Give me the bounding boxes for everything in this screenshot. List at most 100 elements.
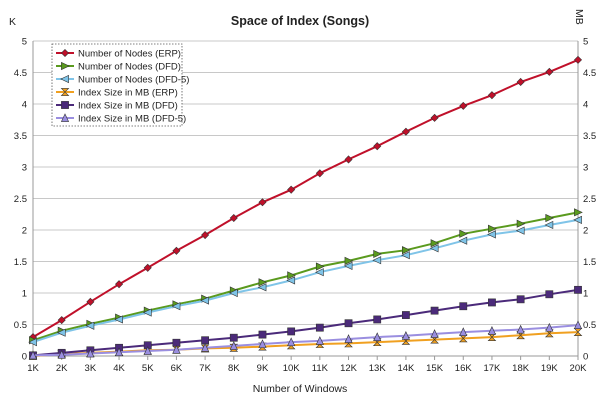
y-tick-label-right: 4 [583,100,588,111]
x-tick-label: 5K [142,363,154,374]
data-point [487,230,496,239]
data-point [257,283,267,292]
series-line [32,58,579,338]
data-point [258,339,267,348]
legend-label: Number of Nodes (DFD) [78,62,181,73]
data-point [545,67,554,76]
legend: Number of Nodes (ERP) Number of Nodes (DF… [51,43,189,127]
legend-marker [60,74,69,84]
data-point [545,322,554,332]
data-point [373,142,382,151]
data-point [343,261,353,270]
data-point [287,185,296,194]
data-point [114,315,123,324]
data-point [487,91,496,100]
y-tick-label-right: 1.5 [583,257,596,268]
data-point [545,290,554,299]
y-tick-label-left: 4.5 [14,68,27,79]
x-tick-label: 14K [397,363,415,374]
y-tick-label-left: 4 [22,100,27,111]
y-tick-label-right: 3.5 [583,131,596,142]
x-tick-label: 7K [199,363,211,374]
legend-label: Index Size in MB (ERP) [78,88,178,99]
data-point [201,336,210,345]
y-tick-label-right: 5 [583,37,588,48]
data-point [459,327,468,336]
x-tick-label: 11K [312,363,329,374]
data-point [574,285,582,294]
series-1 [28,55,583,342]
legend-box [51,43,183,127]
data-point [401,251,410,260]
y-axis-label-left: K [9,16,16,28]
y-tick-label-right: 1 [583,289,588,300]
data-point [115,280,124,289]
x-tick-label: 16K [455,363,473,374]
y-tick-label-right: 3 [583,163,588,174]
y-tick-label-left: 0.5 [14,320,27,331]
data-point [28,350,38,360]
legend-label: Number of Nodes (ERP) [78,49,181,60]
legend-marker [60,48,70,58]
data-point [488,298,496,307]
data-point [487,325,497,335]
data-point [56,328,66,337]
legend-marker [60,88,70,96]
y-tick-label-left: 3.5 [14,131,27,142]
x-tick-label: 19K [541,363,559,374]
x-tick-label: 18K [512,363,530,374]
data-point [516,324,525,334]
data-point [315,262,325,271]
legend-item: Index Size in MB (ERP) [56,88,178,99]
series-line [32,288,579,357]
data-point [573,55,583,64]
y-tick-label-left: 1.5 [14,257,27,268]
data-point [430,239,440,248]
x-tick-label: 13K [369,363,387,374]
data-point [429,244,439,253]
data-point [459,302,468,311]
x-tick-label: 6K [171,363,183,374]
data-point [172,344,181,354]
legend-marker [61,101,69,109]
grid [33,40,578,325]
data-point [373,315,382,324]
y-tick-label-left: 2.5 [14,194,27,205]
x-tick-label: 4K [113,363,125,374]
legend-item: Index Size in MB (DFD-5) [56,113,186,125]
x-tick-label: 9K [257,363,269,374]
legend-label: Index Size in MB (DFD-5) [78,114,186,125]
data-point [401,127,410,136]
data-point [228,288,238,298]
legend-item: Number of Nodes (DFD-5) [56,75,189,86]
y-tick-label-right: 2 [583,226,588,237]
legend-label: Number of Nodes (DFD-5) [78,75,189,86]
tick-labels: 0 0 0.5 0.5 1 1 1.5 1.5 2 2 2.5 2.5 3 3 3.5 3.5 4 4 4.5 4.5… [14,37,596,375]
data-point [258,330,267,339]
y-tick-label-right: 0.5 [583,320,596,331]
data-point [171,302,181,311]
x-tick-label: 12K [340,363,358,374]
legend-item: Number of Nodes (ERP) [56,49,181,60]
data-point [86,348,95,358]
legend-label: Index Size in MB (DFD) [78,101,178,112]
data-point [201,343,210,352]
data-point [229,333,238,342]
y-tick-label-left: 5 [22,37,27,48]
x-tick-label: 2K [56,363,68,374]
data-point [372,256,382,265]
axes [32,41,579,360]
legend-marker [60,113,70,122]
y-tick-label-left: 3 [22,163,27,174]
data-point [114,347,124,357]
x-tick-label: 8K [228,363,240,374]
data-point [430,329,439,338]
data-point [287,337,296,347]
data-point [344,334,353,343]
data-point [458,236,468,245]
data-point [143,346,152,355]
series-line [32,324,579,357]
data-point [287,327,296,336]
data-point [143,263,152,272]
